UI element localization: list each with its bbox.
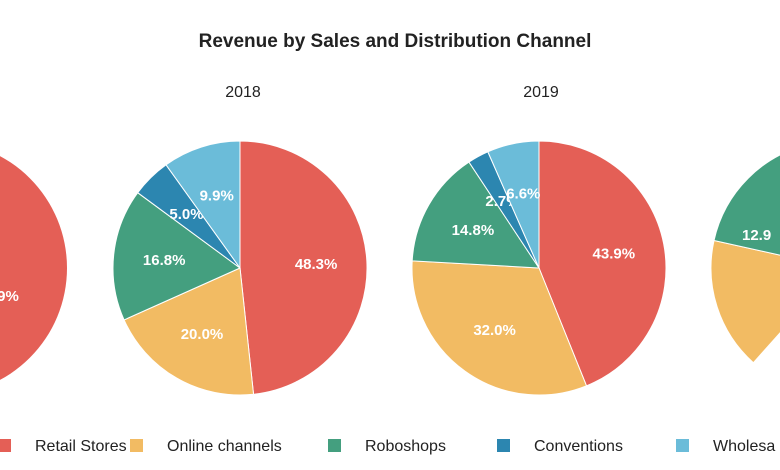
pie-2019-label-roboshops: 14.8% bbox=[452, 222, 495, 239]
legend-label-roboshops: Roboshops bbox=[365, 438, 446, 455]
legend-swatch-retail-stores bbox=[0, 439, 11, 452]
pie-title-2019: 2019 bbox=[523, 84, 559, 101]
legend-label-retail-stores: Retail Stores bbox=[35, 438, 127, 455]
pie-2019-slice-online-channels bbox=[411, 260, 588, 396]
pie-right-slice-roboshops bbox=[713, 154, 780, 256]
legend-swatch-wholesale bbox=[676, 439, 689, 452]
pie-2019-label-retail-stores: 43.9% bbox=[593, 246, 636, 263]
legend-label-online-channels: Online channels bbox=[167, 438, 282, 455]
pie-2018-label-roboshops: 16.8% bbox=[143, 252, 186, 269]
pie-title-2018: 2018 bbox=[225, 84, 261, 101]
pies-group: 48.3%20.0%16.8%5.0%9.9%43.9%32.0%14.8%2.… bbox=[0, 140, 780, 396]
pie-2018-label-wholesale: 9.9% bbox=[200, 188, 234, 205]
legend-label-conventions: Conventions bbox=[534, 438, 623, 455]
pie-2018-slice-roboshops bbox=[112, 192, 241, 321]
pie-2019-slice-retail-stores bbox=[538, 140, 667, 387]
pie-2019-label-online-channels: 32.0% bbox=[473, 322, 516, 339]
pie-right-label-roboshops: 12.9 bbox=[742, 227, 771, 244]
legend-swatch-online-channels bbox=[130, 439, 143, 452]
pie-2018-slice-retail-stores bbox=[239, 140, 368, 395]
pie-left-slice-retail-stores bbox=[0, 156, 67, 380]
legend-label-wholesale: Wholesa bbox=[713, 438, 775, 455]
pie-2018-label-retail-stores: 48.3% bbox=[295, 256, 338, 273]
legend-swatch-conventions bbox=[497, 439, 510, 452]
pie-right-slice-online-channels bbox=[710, 239, 780, 364]
chart-title: Revenue by Sales and Distribution Channe… bbox=[199, 31, 592, 52]
pie-2018-label-online-channels: 20.0% bbox=[181, 326, 224, 343]
pie-2018-label-conventions: 5.0% bbox=[169, 206, 203, 223]
legend-swatch-roboshops bbox=[328, 439, 341, 452]
pie-2019-slice-wholesale bbox=[487, 140, 540, 269]
pie-2019-slice-roboshops bbox=[411, 161, 540, 269]
pie-2018-slice-online-channels bbox=[123, 267, 255, 396]
pie-left-label-retail-stores: 9% bbox=[0, 288, 19, 305]
pie-2018-slice-wholesale bbox=[165, 140, 241, 270]
legend: Retail Stores Online channels Roboshops Con… bbox=[0, 438, 775, 455]
pie-2019-label-wholesale: 6.6% bbox=[506, 185, 540, 202]
